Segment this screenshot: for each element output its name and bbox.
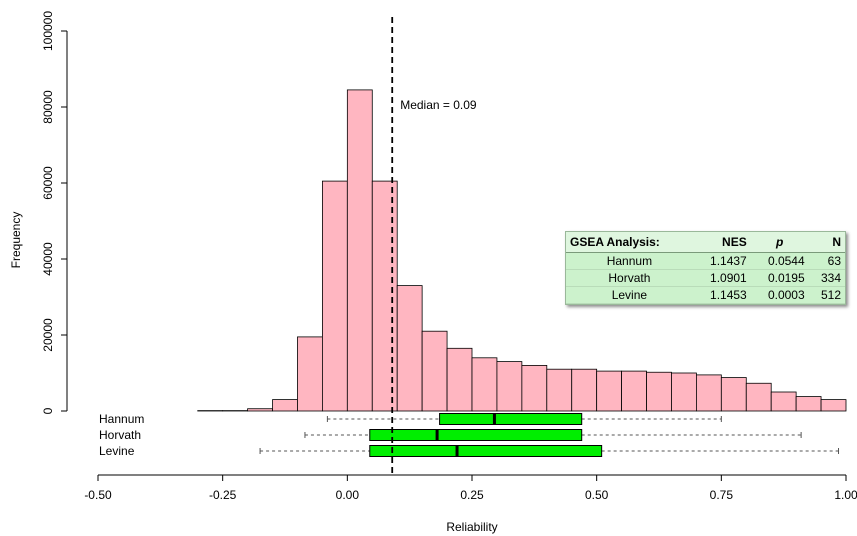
histogram-bar [321,180,348,412]
gsea-row-nes: 1.1437 [692,252,751,270]
table-row: Hannum 1.1437 0.0544 63 [566,252,845,270]
y-axis-title: Frequency [9,212,23,269]
x-tick-label: -0.25 [209,488,237,502]
boxplot-box [369,445,603,457]
y-tick-label: 100000 [41,11,55,51]
gsea-title: GSEA Analysis: [566,232,693,253]
gsea-row-nes: 1.1453 [692,286,751,304]
histogram-bar [720,377,747,412]
y-tick-label: 40000 [41,242,55,276]
gsea-row-name: Levine [566,286,693,304]
x-tick-label: -0.50 [84,488,112,502]
gsea-row-name: Horvath [566,269,693,287]
histogram-bar [745,382,772,412]
median-label: Median = 0.09 [400,98,477,112]
x-tick-label: 0.00 [336,488,360,502]
histogram-bar [471,357,498,412]
histogram-bar [820,399,847,412]
histogram-bar [671,372,697,412]
boxplot-label: Horvath [99,428,141,442]
y-tick-label: 20000 [41,318,55,352]
histogram-bar [496,361,523,412]
histogram-bar [247,408,273,412]
histogram-bar [795,396,822,412]
histogram-bar [571,368,598,412]
y-tick-label: 80000 [41,90,55,124]
histogram-bar [546,368,573,412]
x-tick-label: 0.50 [585,488,609,502]
gsea-row-n: 512 [808,286,845,304]
gsea-row-name: Hannum [566,252,693,270]
gsea-row-p: 0.0003 [750,286,809,304]
table-row: Horvath 1.0901 0.0195 334 [566,269,845,287]
gsea-row-n: 334 [808,269,845,287]
table-row: Levine 1.1453 0.0003 512 [566,286,845,304]
histogram-bar [297,336,323,412]
gsea-col-nes: NES [692,232,751,253]
median-marker: Median = 0.09 [391,17,477,476]
gsea-analysis-table: GSEA Analysis: NES p N Hannum 1.1437 0.0… [565,231,846,305]
y-axis: 0 20000 40000 60000 80000 100000 [41,11,68,414]
boxplot-label: Levine [99,444,135,458]
gsea-col-p: p [750,232,809,253]
histogram-bar [770,391,797,412]
histogram-bar [621,370,647,412]
boxplot-label: Hannum [99,412,144,426]
gsea-row-p: 0.0544 [750,252,809,270]
histogram-bar [446,347,473,412]
boxplot-box [369,429,583,441]
boxplot-box [439,413,583,425]
x-tick-label: 0.75 [710,488,734,502]
x-axis: -0.50 -0.25 0.00 0.25 0.50 0.75 1.00 [84,474,857,502]
histogram-bar [396,285,423,412]
y-tick-label: 0 [41,407,55,414]
x-tick-label: 0.25 [460,488,484,502]
boxplots: Hannum Horvath Levine [99,412,840,458]
gsea-row-p: 0.0195 [750,269,809,287]
histogram-bar [596,370,623,412]
x-tick-label: 1.00 [834,488,857,502]
x-axis-title: Reliability [446,520,497,534]
histogram-bar [696,374,722,412]
histogram-bar [521,364,548,412]
histogram-bar [421,330,448,412]
histogram-bar [272,399,298,412]
histogram-bar [646,371,672,412]
gsea-row-n: 63 [808,252,845,270]
histogram-bar [371,180,398,412]
histogram-bars [197,89,847,412]
y-tick-label: 60000 [41,166,55,200]
gsea-row-nes: 1.0901 [692,269,751,287]
gsea-col-n: N [808,232,845,253]
histogram-bar [346,89,373,412]
